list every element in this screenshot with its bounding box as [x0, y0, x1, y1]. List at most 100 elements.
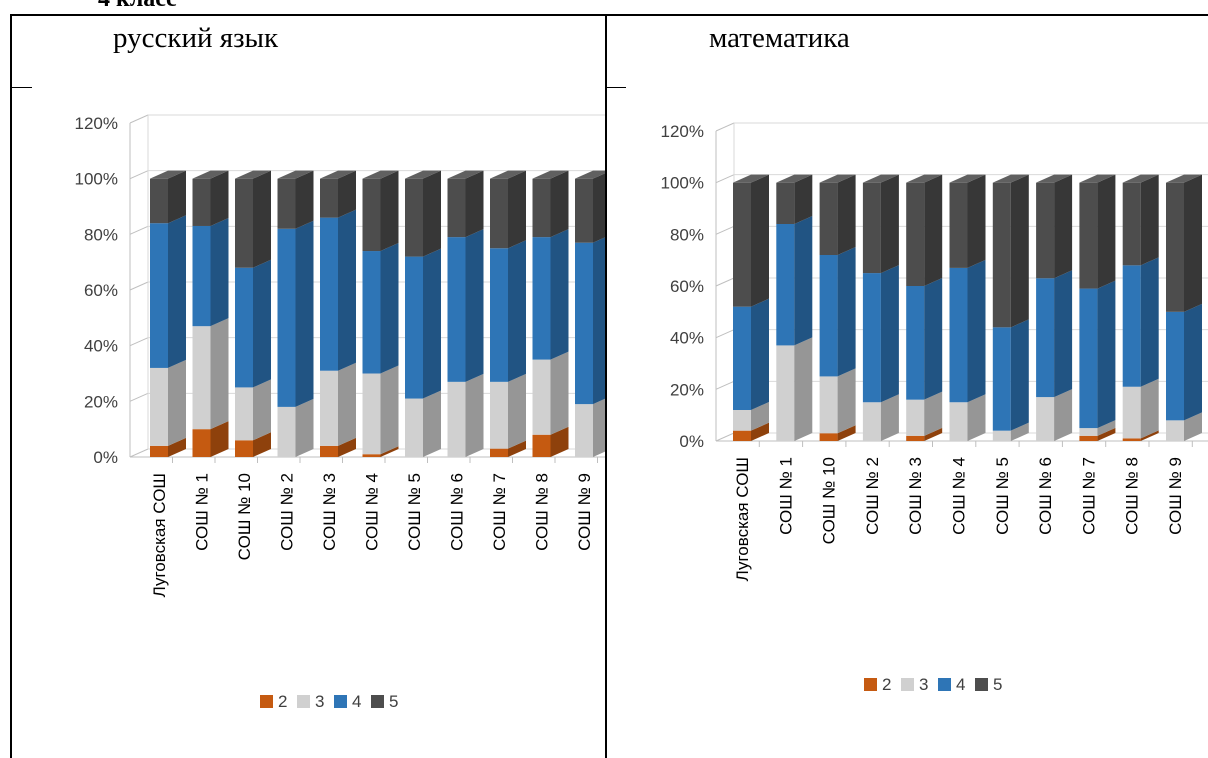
chart-math: 0% 20% 40% 60% 80% 100% 120% Луговская СОШ СОШ №… [661, 122, 1208, 694]
legend-item-3: 3 [297, 692, 324, 711]
table-top-border [10, 14, 1208, 16]
bar-segment-5 [490, 170, 526, 249]
x-category-label: СОШ № 10 [235, 473, 254, 560]
bar-segment-5 [447, 170, 484, 238]
bar-segment-4 [992, 319, 1029, 431]
x-category-label: СОШ № 6 [1036, 457, 1055, 535]
bar-segment-4 [532, 229, 569, 360]
bar-segment-5 [320, 170, 356, 218]
y-tick-label: 60% [670, 277, 704, 296]
bar-segment-5 [1079, 174, 1116, 289]
legend-item-5: 5 [975, 675, 1002, 694]
bar-top [949, 174, 986, 183]
bar-segment-4 [150, 215, 186, 368]
gridline-diagonal [715, 380, 735, 390]
bar-segment-4 [362, 243, 399, 374]
bar-segment-2 [235, 432, 271, 457]
bar-segment-5 [862, 174, 899, 274]
bar-segment-3 [235, 379, 271, 441]
bar-top [1166, 174, 1202, 183]
y-tick-label: 100% [661, 174, 704, 193]
bar-segment-4 [277, 220, 314, 407]
bar-segment-5 [362, 170, 399, 252]
bar-segment-3 [1122, 378, 1159, 439]
bar-segment-3 [1036, 389, 1073, 441]
gridline-diagonal [129, 225, 149, 235]
legend-item-5: 5 [371, 692, 398, 711]
bar-segment-5 [150, 170, 186, 224]
bar-segment-3 [949, 394, 986, 441]
gridline-diagonal [129, 448, 149, 458]
x-category-label: СОШ № 5 [993, 457, 1012, 535]
x-category-label: СОШ № 2 [278, 473, 297, 551]
gridline-diagonal [715, 225, 735, 235]
y-tick-label: 40% [84, 337, 118, 356]
gridline-diagonal [715, 122, 735, 132]
bar-segment-5 [235, 170, 271, 268]
bar-top [150, 170, 186, 179]
gridline-diagonal [129, 170, 149, 180]
bar-segment-4 [447, 229, 484, 382]
gridline-diagonal [715, 277, 735, 287]
gridline-diagonal [715, 432, 735, 442]
legend-item-2: 2 [260, 692, 287, 711]
bar-segment-5 [1122, 174, 1159, 266]
bar-segment-4 [575, 237, 605, 405]
bar-segment-3 [1079, 420, 1116, 436]
x-category-label: СОШ № 4 [363, 473, 382, 551]
table-middle-border [605, 14, 607, 758]
bar-segment-5 [906, 174, 943, 286]
bar-segment-2 [733, 422, 769, 441]
svg-text:5: 5 [389, 692, 398, 711]
bar-segment-2 [906, 427, 943, 441]
bar-segment-3 [150, 359, 186, 446]
svg-text:2: 2 [882, 675, 891, 694]
gridline-diagonal [129, 392, 149, 402]
legend-item-2: 2 [864, 675, 891, 694]
svg-text:5: 5 [993, 675, 1002, 694]
x-category-label: Луговская СОШ [733, 457, 752, 581]
bar-top [362, 170, 399, 179]
gridline-diagonal [129, 337, 149, 347]
bar-top [733, 174, 769, 183]
x-category-label: СОШ № 10 [820, 457, 839, 544]
bar-top [320, 170, 356, 179]
bar-top [819, 174, 856, 183]
y-tick-label: 60% [84, 281, 118, 300]
bar-segment-4 [1036, 270, 1073, 398]
bar-segment-5 [819, 174, 856, 255]
bar-segment-2 [192, 421, 229, 457]
y-tick-label: 80% [84, 225, 118, 244]
y-tick-label: 80% [670, 225, 704, 244]
bar-segment-5 [1166, 174, 1202, 312]
svg-text:4: 4 [956, 675, 965, 694]
y-tick-label: 0% [93, 448, 118, 467]
legend-item-4: 4 [938, 675, 965, 694]
bar-segment-3 [192, 318, 229, 430]
bar-segment-3 [447, 373, 484, 457]
bar-segment-4 [192, 217, 229, 327]
y-tick-label: 120% [661, 122, 704, 141]
x-category-label: СОШ № 3 [320, 473, 339, 551]
x-category-label: СОШ № 4 [950, 457, 969, 535]
bar-segment-4 [320, 209, 356, 371]
bar-segment-3 [490, 373, 526, 449]
x-category-label: СОШ № 7 [490, 473, 509, 551]
bar-segment-2 [362, 446, 399, 457]
bar-top [447, 170, 484, 179]
bar-segment-4 [405, 248, 441, 399]
bar-segment-2 [1122, 430, 1159, 441]
x-category-label: Луговская СОШ [150, 473, 169, 597]
bar-segment-3 [575, 398, 605, 457]
bar-top [490, 170, 526, 179]
bar-segment-2 [320, 437, 356, 457]
x-category-label: СОШ № 9 [575, 473, 594, 551]
bar-segment-3 [362, 365, 399, 455]
bar-segment-2 [490, 440, 526, 457]
y-tick-label: 120% [75, 114, 118, 133]
bar-segment-3 [906, 391, 943, 436]
y-tick-label: 20% [84, 392, 118, 411]
svg-text:3: 3 [919, 675, 928, 694]
y-tick-label: 40% [670, 329, 704, 348]
bar-segment-2 [150, 437, 186, 457]
